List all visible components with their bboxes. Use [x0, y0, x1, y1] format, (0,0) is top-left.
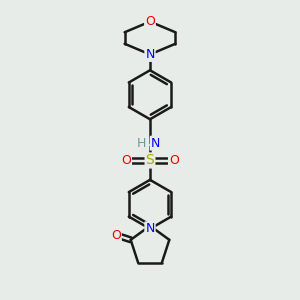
Text: H: H [137, 136, 146, 150]
Text: O: O [121, 154, 131, 167]
Text: N: N [145, 222, 155, 235]
Text: O: O [111, 229, 121, 242]
Text: O: O [145, 15, 155, 28]
Text: N: N [145, 48, 155, 61]
Text: S: S [146, 154, 154, 167]
Text: O: O [169, 154, 179, 167]
Text: N: N [151, 136, 160, 150]
